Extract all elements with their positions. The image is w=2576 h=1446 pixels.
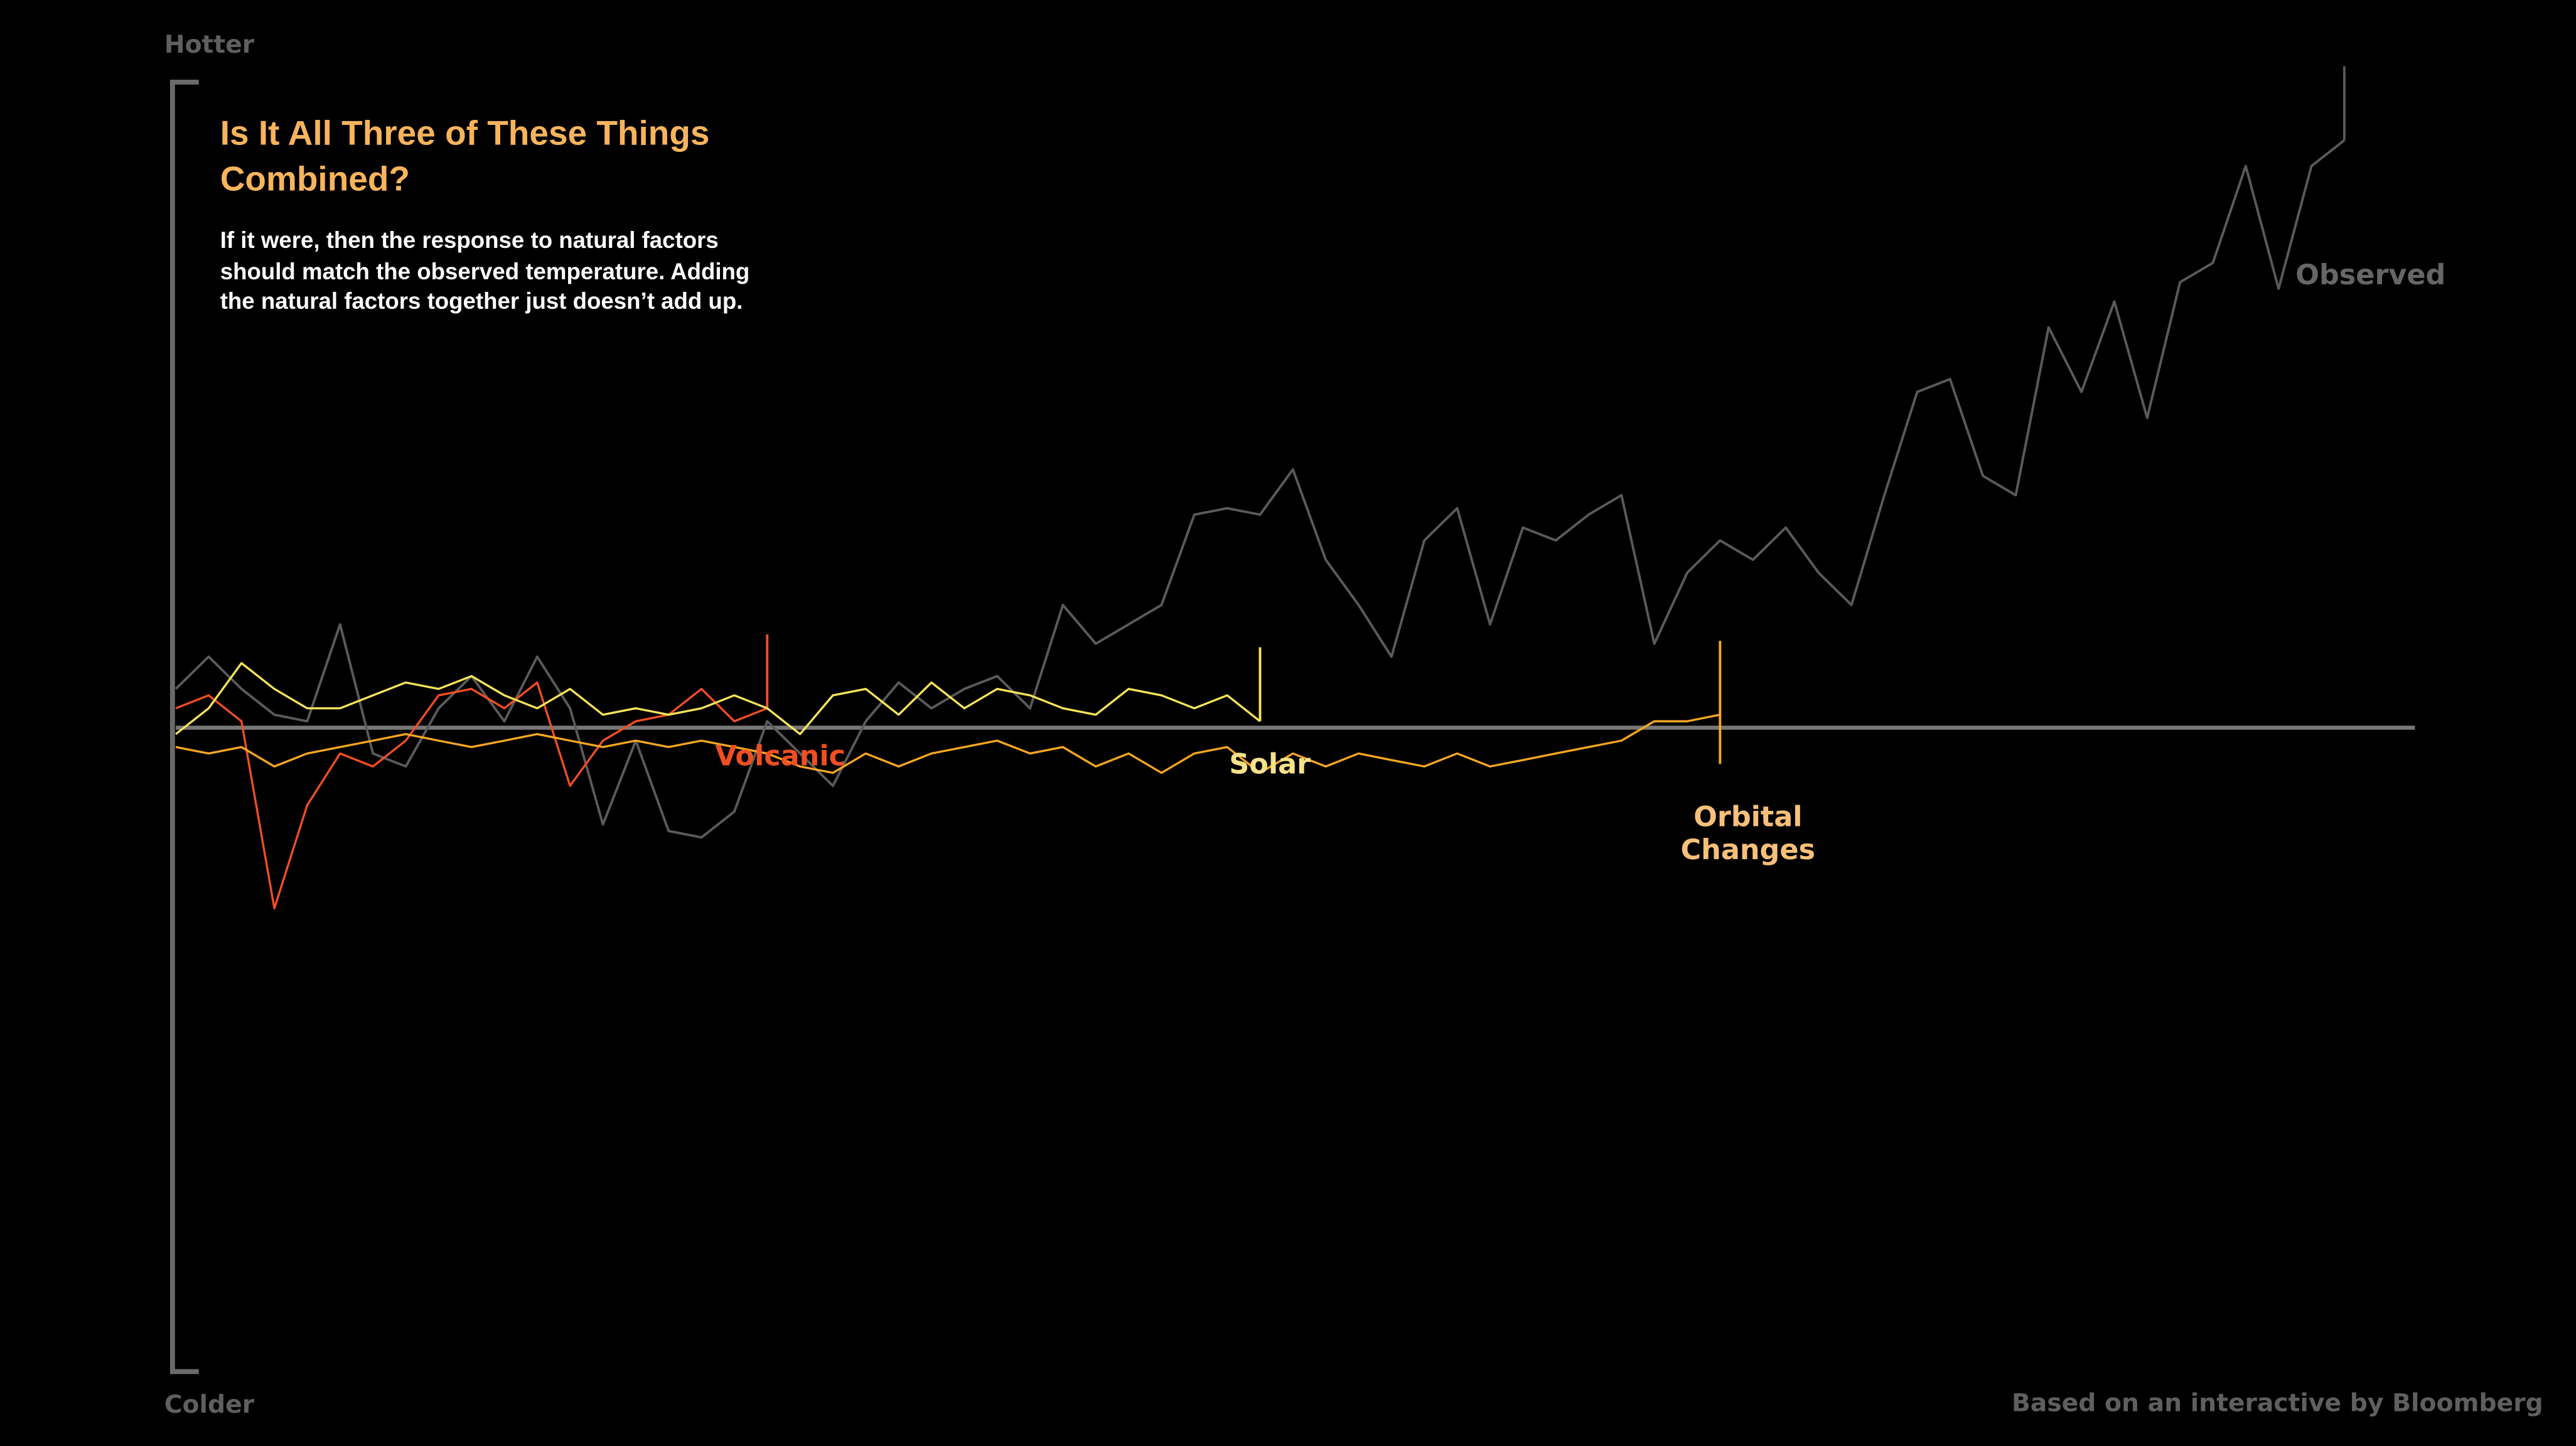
colder-label: Colder (164, 1390, 255, 1420)
series-line (174, 139, 2346, 839)
series-label: Solar (1229, 749, 1311, 782)
series-label: Orbital Changes (1680, 801, 1816, 867)
chart-title: Is It All Three of These Things Combined… (220, 115, 710, 199)
hotter-label: Hotter (164, 29, 255, 60)
series-line (175, 714, 1720, 774)
series-line (175, 661, 1261, 736)
y-bracket (169, 79, 199, 1374)
series-label: Volcanic (715, 741, 845, 774)
chart-subtitle: If it were, then the response to natural… (220, 227, 750, 314)
series-line (175, 681, 768, 910)
credit: Based on an interactive by Bloomberg (2011, 1388, 2543, 1418)
series-label: Observed (2295, 259, 2446, 292)
